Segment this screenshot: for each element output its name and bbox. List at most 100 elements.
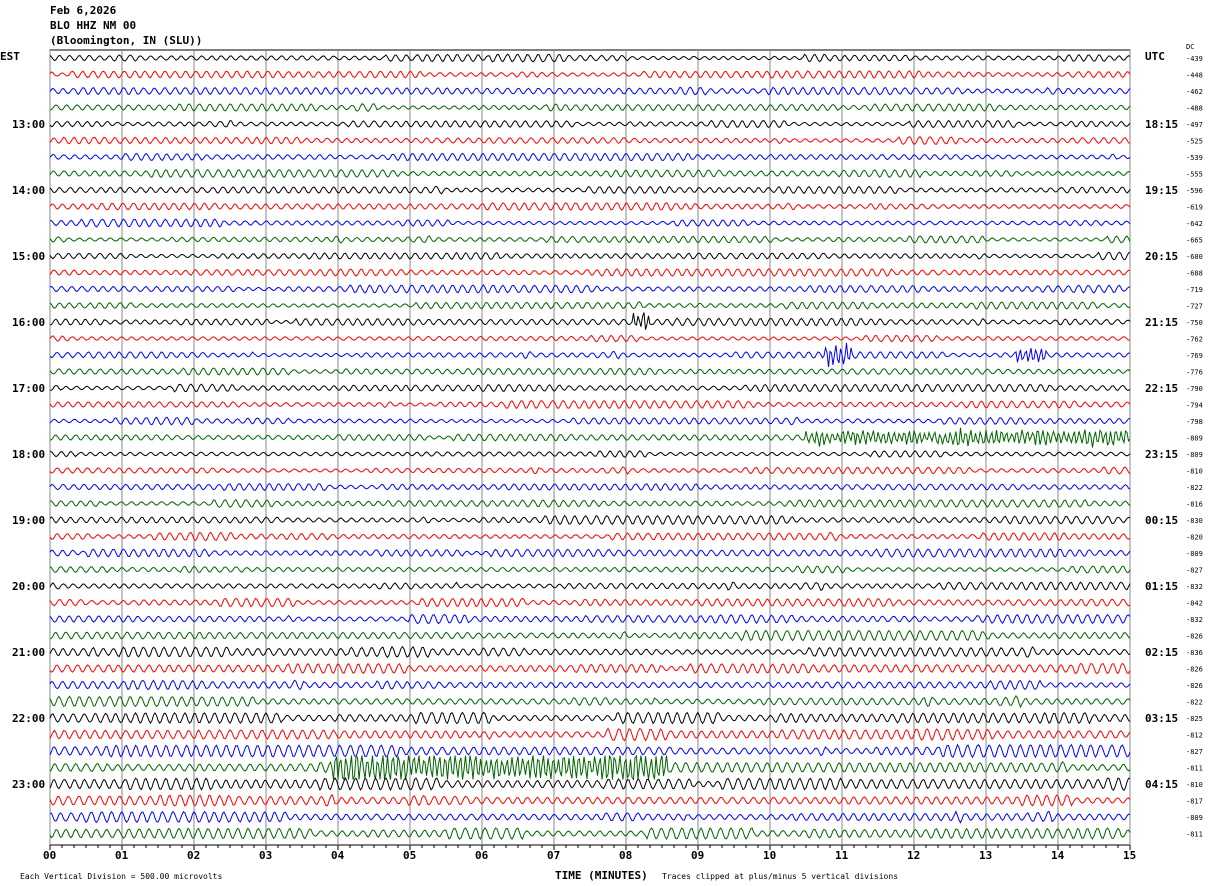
seismic-trace-32 <box>49 581 1131 592</box>
seismic-trace-33 <box>49 597 1131 608</box>
dc-offset-label: -812 <box>1186 732 1203 740</box>
seismic-trace-34 <box>49 613 1131 625</box>
x-tick-label: 09 <box>691 849 704 862</box>
dc-offset-label: -817 <box>1186 798 1203 806</box>
dc-offset-label: -825 <box>1186 715 1203 723</box>
plot-date: Feb 6,2026 <box>50 4 117 17</box>
seismic-trace-3 <box>49 103 1131 112</box>
seismic-trace-24 <box>49 450 1131 458</box>
seismic-trace-42 <box>49 743 1131 759</box>
seismic-trace-9 <box>49 202 1131 211</box>
x-axis-title: TIME (MINUTES) <box>555 869 648 882</box>
utc-hour-label: 20:15 <box>1145 250 1178 263</box>
seismic-trace-40 <box>49 711 1131 725</box>
utc-hour-label: 23:15 <box>1145 448 1178 461</box>
seismic-trace-21 <box>49 399 1131 410</box>
dc-offset-label: -832 <box>1186 583 1203 591</box>
dc-offset-label: -836 <box>1186 649 1203 657</box>
dc-offset-label: -776 <box>1186 369 1203 377</box>
x-tick-label: 02 <box>187 849 200 862</box>
dc-offset-label: -809 <box>1186 435 1203 443</box>
seismic-trace-14 <box>49 284 1131 294</box>
dc-offset-label: -619 <box>1186 204 1203 212</box>
dc-offset-label: -826 <box>1186 633 1203 641</box>
clip-note: Traces clipped at plus/minus 5 vertical … <box>662 872 898 881</box>
dc-offset-label: -727 <box>1186 303 1203 311</box>
est-hour-label: 18:00 <box>12 448 45 461</box>
scale-note: Each Vertical Division = 500.00 microvol… <box>20 872 222 881</box>
seismic-trace-5 <box>49 136 1131 145</box>
dc-offset-label: -826 <box>1186 666 1203 674</box>
utc-hour-label: 18:15 <box>1145 118 1178 131</box>
dc-offset-label: -688 <box>1186 270 1203 278</box>
dc-offset-label: -810 <box>1186 781 1203 789</box>
seismic-trace-36 <box>49 645 1131 659</box>
dc-offset-label: -642 <box>1186 220 1203 228</box>
dc-offset-label: -539 <box>1186 154 1203 162</box>
station-code: BLO HHZ NM 00 <box>50 19 137 32</box>
utc-hour-label: 00:15 <box>1145 514 1178 527</box>
x-tick-label: 08 <box>619 849 632 862</box>
est-hour-label: 19:00 <box>12 514 45 527</box>
seismic-trace-44 <box>49 776 1131 792</box>
dc-offset-label: -596 <box>1186 187 1203 195</box>
seismic-trace-29 <box>49 531 1131 542</box>
seismic-trace-39 <box>49 695 1131 709</box>
utc-hour-label: 02:15 <box>1145 646 1178 659</box>
dc-offset-label: -811 <box>1186 831 1203 839</box>
est-hour-label: 22:00 <box>12 712 45 725</box>
seismic-trace-26 <box>49 482 1131 492</box>
dc-offset-label: -822 <box>1186 484 1203 492</box>
seismic-trace-38 <box>49 679 1131 691</box>
x-tick-label: 15 <box>1123 849 1136 862</box>
x-tick-label: 12 <box>907 849 920 862</box>
est-hour-label: 21:00 <box>12 646 45 659</box>
dc-offset-label: -665 <box>1186 237 1203 245</box>
x-tick-label: 06 <box>475 849 489 862</box>
seismic-trace-0 <box>49 53 1131 63</box>
dc-offset-label: -827 <box>1186 567 1203 575</box>
utc-hour-label: 01:15 <box>1145 580 1178 593</box>
seismic-trace-13 <box>49 268 1131 277</box>
seismic-trace-8 <box>49 185 1131 195</box>
seismic-trace-43 <box>49 754 1131 781</box>
utc-axis-label: UTC <box>1145 50 1165 63</box>
x-tick-label: 05 <box>403 849 416 862</box>
seismic-trace-11 <box>49 235 1131 244</box>
x-tick-label: 04 <box>331 849 345 862</box>
dc-offset-label: -762 <box>1186 336 1203 344</box>
est-hour-label: 16:00 <box>12 316 45 329</box>
dc-offset-label: -830 <box>1186 517 1203 525</box>
seismic-trace-2 <box>49 86 1131 96</box>
station-location: (Bloomington, IN (SLU)) <box>50 34 203 47</box>
utc-hour-label: 21:15 <box>1145 316 1178 329</box>
seismic-trace-17 <box>49 334 1130 343</box>
seismic-trace-46 <box>49 810 1131 824</box>
x-tick-label: 11 <box>835 849 849 862</box>
seismic-trace-23 <box>50 427 1131 448</box>
est-hour-label: 17:00 <box>12 382 45 395</box>
seismic-trace-7 <box>49 168 1131 179</box>
dc-offset-label: -680 <box>1186 253 1203 261</box>
seismic-trace-47 <box>49 826 1131 841</box>
seismic-trace-37 <box>49 662 1131 675</box>
dc-offset-label: -448 <box>1186 72 1203 80</box>
x-tick-label: 03 <box>259 849 272 862</box>
x-tick-label: 00 <box>43 849 56 862</box>
seismic-trace-45 <box>49 793 1131 807</box>
dc-offset-label: -769 <box>1186 352 1203 360</box>
dc-offset-label: -832 <box>1186 616 1203 624</box>
dc-offset-label: -462 <box>1186 88 1203 96</box>
seismic-trace-1 <box>49 70 1131 79</box>
dc-offset-label: -820 <box>1186 534 1203 542</box>
x-tick-label: 01 <box>115 849 129 862</box>
plot-frame <box>49 49 1131 846</box>
utc-hour-label: 22:15 <box>1145 382 1178 395</box>
dc-offset-label: -842 <box>1186 600 1203 608</box>
est-axis-label: EST <box>0 50 20 63</box>
seismic-trace-28 <box>49 514 1131 526</box>
dc-offset-label: -809 <box>1186 550 1203 558</box>
seismic-trace-10 <box>49 218 1131 228</box>
dc-offset-label: -497 <box>1186 121 1203 129</box>
